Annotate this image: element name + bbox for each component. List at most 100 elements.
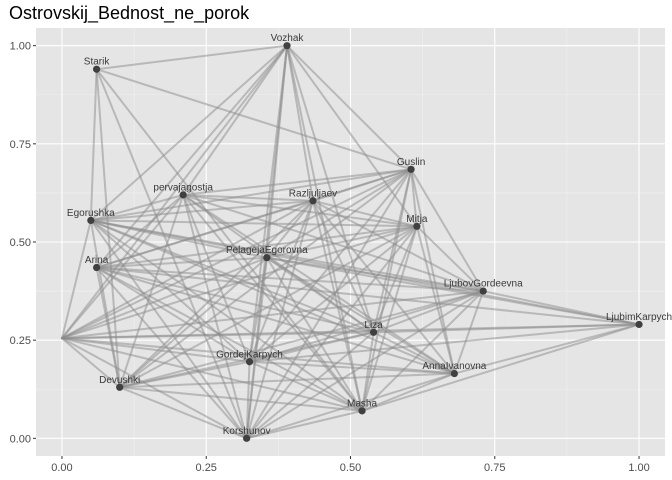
x-tick-label: 0.00: [51, 462, 72, 474]
edge-line: [415, 225, 456, 375]
edge-line: [361, 323, 641, 412]
y-tick-label: 1.00: [10, 41, 31, 53]
chart-title: Ostrovskij_Bednost_ne_porok: [9, 3, 250, 23]
node-point: [407, 165, 415, 173]
y-tick-label: 0.50: [10, 237, 31, 249]
edge-line: [95, 225, 418, 269]
node-label: Guslin: [397, 157, 425, 168]
node-label: Masha: [347, 398, 377, 409]
edge-line: [118, 256, 268, 389]
node-label: Egorushka: [67, 208, 115, 219]
edge-line: [89, 193, 185, 222]
node-point: [116, 383, 124, 391]
edge-line: [95, 266, 456, 375]
edge-line: [286, 44, 375, 334]
edge-line: [361, 372, 456, 412]
edge-line: [60, 337, 251, 363]
edge-line: [372, 331, 456, 375]
edge-line: [245, 409, 364, 440]
edge-line: [453, 323, 641, 375]
node-point: [245, 358, 254, 366]
edge-line: [89, 168, 413, 222]
edge-line: [95, 266, 375, 334]
edge-line: [245, 372, 456, 440]
edge-line: [118, 290, 485, 389]
edge-line: [95, 68, 364, 412]
edge-line: [60, 290, 485, 340]
edge-line: [95, 266, 641, 326]
edge-line: [95, 266, 485, 293]
y-tick-label: 0.75: [10, 139, 31, 151]
edge-line: [265, 256, 641, 326]
edge-line: [361, 290, 485, 412]
node-point: [243, 434, 251, 442]
node-point: [263, 254, 271, 262]
edge-line: [248, 225, 418, 363]
edge-line: [311, 199, 485, 293]
node-point: [358, 407, 366, 415]
edge-line: [95, 68, 413, 171]
node-point: [92, 65, 101, 73]
edge-line: [311, 168, 413, 202]
edge-line: [118, 372, 456, 389]
edge-line: [245, 256, 268, 440]
edge-line: [60, 256, 268, 340]
edge-line: [265, 199, 314, 259]
edge-line: [311, 199, 364, 412]
node-label: Starik: [84, 57, 111, 68]
edge-line: [60, 337, 456, 375]
edge-line: [286, 44, 413, 171]
node-label: Mitja: [406, 214, 428, 225]
edge-line: [372, 168, 413, 334]
edge-line: [248, 323, 641, 363]
node-label: GordejKarpych: [216, 349, 283, 360]
x-tick-label: 0.25: [196, 462, 217, 474]
edge-line: [265, 256, 375, 334]
edge-line: [89, 199, 314, 222]
edge-line: [248, 360, 364, 412]
node-label: PelagejaEgorovna: [226, 245, 308, 256]
edge-line: [118, 360, 251, 389]
node-label: Razljuljaev: [289, 188, 337, 199]
edge-line: [60, 337, 364, 412]
edge-line: [60, 337, 248, 440]
edge-line: [182, 193, 456, 375]
node-point: [283, 42, 291, 50]
edge-line: [361, 331, 375, 412]
edge-line: [95, 44, 289, 71]
node-point: [92, 263, 101, 272]
edge-line: [89, 44, 289, 222]
node-point: [479, 287, 487, 295]
edge-line: [482, 290, 641, 326]
edge-line: [95, 266, 251, 363]
edge-line: [60, 331, 375, 340]
node-label: Vozhak: [271, 33, 305, 44]
edge-line: [415, 225, 485, 293]
edge-line: [286, 44, 364, 412]
edge-line: [60, 44, 289, 340]
edge-line: [311, 199, 418, 228]
node-point: [179, 191, 187, 199]
x-tick-label: 1.00: [628, 462, 649, 474]
edge-line: [410, 168, 418, 228]
edge-line: [118, 386, 248, 440]
edge-line: [182, 44, 289, 196]
node-point: [87, 216, 95, 225]
edge-line: [60, 337, 121, 389]
edge-line: [182, 168, 413, 196]
edge-line: [410, 168, 485, 293]
edge-line: [286, 44, 314, 202]
edge-line: [95, 256, 268, 269]
edge-line: [372, 225, 418, 334]
edge-line: [89, 219, 418, 228]
y-tick-label: 0.00: [10, 433, 31, 445]
node-point: [635, 320, 643, 329]
node-point: [450, 369, 458, 378]
edge-line: [118, 199, 314, 389]
y-tick-label: 0.25: [10, 335, 31, 347]
edge-line: [372, 290, 485, 334]
edge-line: [245, 331, 375, 440]
edge-line: [453, 290, 485, 375]
edge-line: [89, 68, 98, 222]
